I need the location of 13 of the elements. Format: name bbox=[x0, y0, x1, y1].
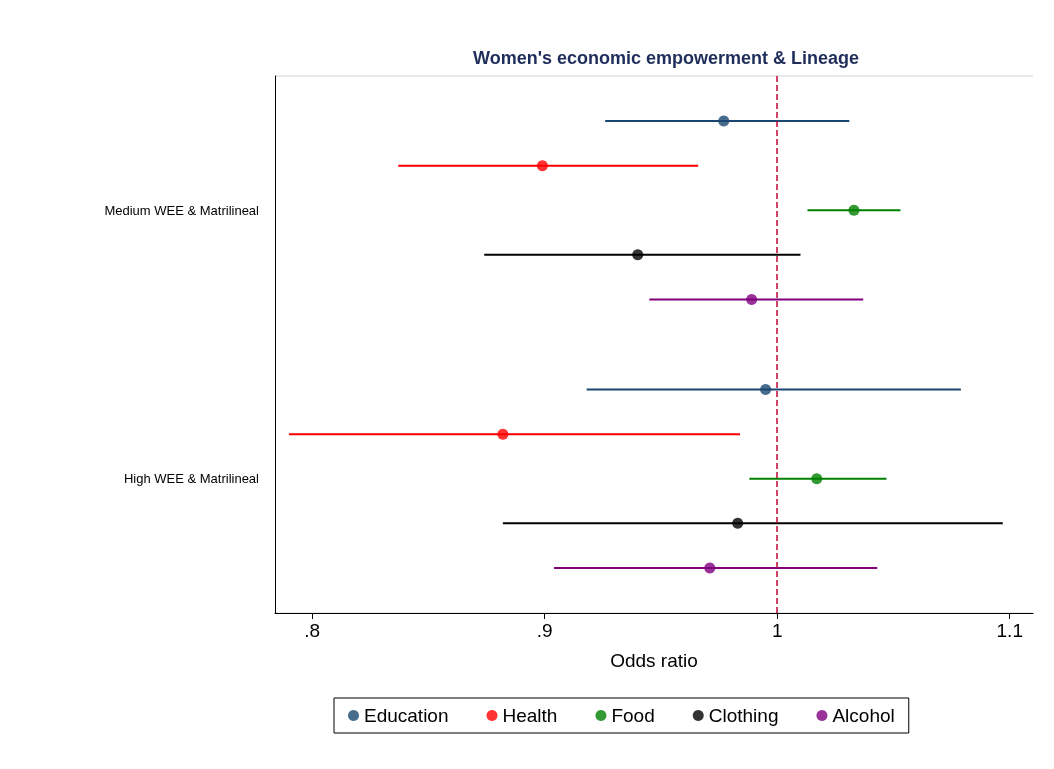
x-axis-title: Odds ratio bbox=[610, 650, 698, 671]
x-tick-label: .8 bbox=[304, 620, 321, 641]
y-tick-label: Medium WEE & Matrilineal bbox=[104, 202, 260, 218]
legend-label: Alcohol bbox=[832, 705, 895, 726]
x-tick-label: .9 bbox=[536, 620, 553, 641]
legend-label: Clothing bbox=[708, 705, 779, 726]
legend-label: Food bbox=[611, 705, 655, 726]
chart-title: Women's economic empowerment & Lineage bbox=[472, 48, 860, 68]
x-tick-label: 1 bbox=[771, 620, 783, 641]
x-tick-label: 1.1 bbox=[996, 620, 1023, 641]
legend-label: Health bbox=[502, 705, 558, 726]
y-tick-label: High WEE & Matrilineal bbox=[123, 471, 260, 487]
legend-label: Education bbox=[364, 705, 449, 726]
